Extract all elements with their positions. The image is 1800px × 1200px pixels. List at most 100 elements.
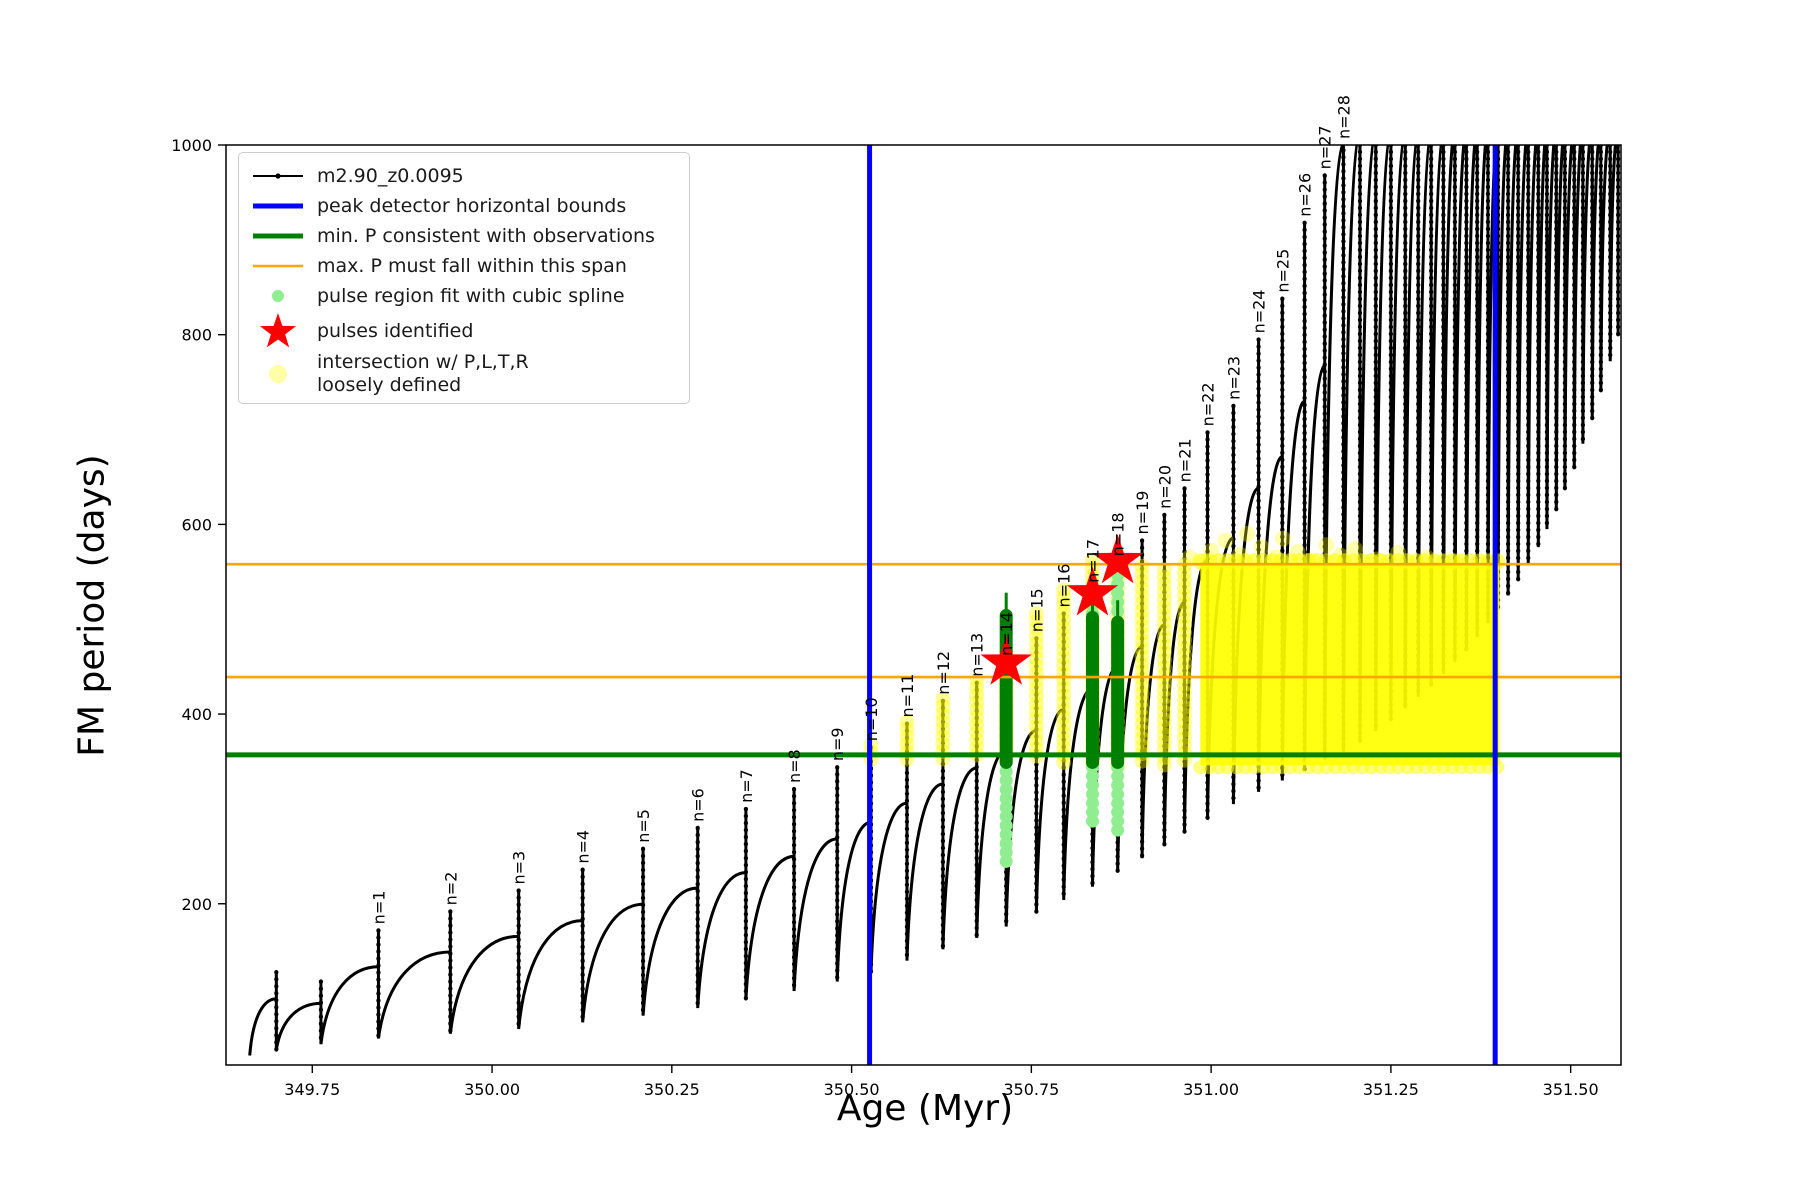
intersection-dot — [1177, 565, 1193, 581]
spline-fit-dot — [1111, 769, 1125, 783]
legend-item-min-p: min. P consistent with observations — [249, 221, 679, 251]
spline-fit-dot — [999, 818, 1013, 832]
spline-fit-dot — [1085, 814, 1099, 828]
pulse-label-n24: n=24 — [1250, 290, 1269, 334]
y-tick-label: 800 — [181, 326, 212, 345]
intersection-dot — [1267, 549, 1284, 566]
legend-item-max-p: max. P must fall within this span — [249, 251, 679, 281]
pulse-star-icon — [1066, 566, 1119, 616]
intersection-dot — [1156, 569, 1172, 585]
intersection-region — [1200, 565, 1500, 766]
y-axis-title: FM period (days) — [71, 454, 113, 757]
pulse-label-n16: n=16 — [1055, 564, 1074, 608]
x-tick-label: 350.50 — [824, 1080, 880, 1099]
line-with-dot-icon — [249, 166, 307, 186]
spline-fit-dot — [1085, 805, 1099, 819]
intersection-dot — [969, 702, 985, 718]
intersection-dot — [969, 739, 985, 755]
y-tick-label: 400 — [181, 705, 212, 724]
intersection-dot — [1028, 621, 1044, 637]
pulse-label-n18: n=18 — [1109, 512, 1128, 556]
spline-fit-dot — [999, 782, 1013, 796]
intersection-dot — [1156, 622, 1172, 638]
spline-fit-dot — [1111, 586, 1125, 600]
x-tick-label: 350.00 — [464, 1080, 520, 1099]
pulse-label-n11: n=11 — [898, 674, 917, 718]
legend-item-spline-fit: pulse region fit with cubic spline — [249, 281, 679, 311]
intersection-dot — [969, 724, 985, 740]
intersection-dot — [1203, 542, 1220, 559]
intersection-dot — [1177, 737, 1193, 753]
intersection-dot — [1056, 717, 1072, 733]
intersection-dot — [1056, 732, 1072, 748]
intersection-dot — [1134, 678, 1150, 694]
intersection-dot — [1390, 544, 1407, 561]
intersection-dot — [969, 709, 985, 725]
intersection-dot — [969, 717, 985, 733]
spline-fit-dot — [1085, 796, 1099, 810]
intersection-dot — [1134, 626, 1150, 642]
intersection-dot — [1028, 606, 1044, 622]
intersection-dot — [969, 694, 985, 710]
spline-fit-dot — [999, 800, 1013, 814]
pulse-label-n1: n=1 — [369, 891, 388, 925]
intersection-dot — [1217, 532, 1234, 549]
intersection-dot — [1177, 632, 1193, 648]
intersection-dot — [1134, 648, 1150, 664]
spline-fit-dot — [999, 827, 1013, 841]
pulse-star-icon — [1091, 534, 1144, 584]
pulse-label-n12: n=12 — [934, 651, 953, 695]
intersection-dot — [1156, 614, 1172, 630]
intersection-dot — [1177, 610, 1193, 626]
intersection-dot — [1028, 726, 1044, 742]
intersection-dot — [1028, 636, 1044, 652]
legend-label: peak detector horizontal bounds — [317, 194, 627, 217]
intersection-dot — [935, 713, 951, 729]
intersection-dot — [1056, 589, 1072, 605]
intersection-dot — [1134, 566, 1150, 582]
intersection-dot — [1028, 741, 1044, 757]
intersection-dot — [935, 706, 951, 722]
intersection-dot — [969, 732, 985, 748]
intersection-dot — [935, 698, 951, 714]
intersection-dot — [1028, 651, 1044, 667]
intersection-dot — [1134, 663, 1150, 679]
spline-fit-dot — [1111, 814, 1125, 828]
intersection-dot — [1177, 655, 1193, 671]
intersection-dot — [1177, 580, 1193, 596]
intersection-dot — [1134, 723, 1150, 739]
pulse-label-n6: n=6 — [689, 788, 708, 822]
pulse-label-n22: n=22 — [1199, 382, 1218, 426]
legend-label: pulse region fit with cubic spline — [317, 284, 625, 307]
intersection-dot — [1028, 711, 1044, 727]
spline-fit-dot — [1111, 805, 1125, 819]
intersection-dot — [1156, 592, 1172, 608]
intersection-dot — [1156, 727, 1172, 743]
intersection-dot — [1056, 702, 1072, 718]
intersection-dot — [1177, 587, 1193, 603]
intersection-dot — [1028, 628, 1044, 644]
intersection-dot — [1289, 543, 1306, 560]
legend-label: pulses identified — [317, 319, 474, 342]
intersection-dot — [1177, 692, 1193, 708]
intersection-dot — [1253, 539, 1270, 556]
pulse-label-n21: n=21 — [1176, 438, 1195, 482]
intersection-dot — [1028, 643, 1044, 659]
intersection-dot — [1134, 558, 1150, 574]
intersection-dot — [1177, 722, 1193, 738]
orange-line-icon — [249, 256, 307, 276]
spline-fit-dot — [1085, 787, 1099, 801]
intersection-dot — [1056, 657, 1072, 673]
spline-fit-dot — [1085, 778, 1099, 792]
x-tick-label: 351.25 — [1363, 1080, 1419, 1099]
pulse-label-n20: n=20 — [1155, 465, 1174, 509]
intersection-dot — [1056, 754, 1072, 770]
intersection-dot — [1177, 595, 1193, 611]
spline-fit-dot — [999, 773, 1013, 787]
intersection-dot — [935, 728, 951, 744]
intersection-dot — [1134, 753, 1150, 769]
pulse-label-n26: n=26 — [1296, 173, 1315, 217]
intersection-dot — [1056, 582, 1072, 598]
legend-item-pulses: pulses identified — [249, 311, 679, 351]
